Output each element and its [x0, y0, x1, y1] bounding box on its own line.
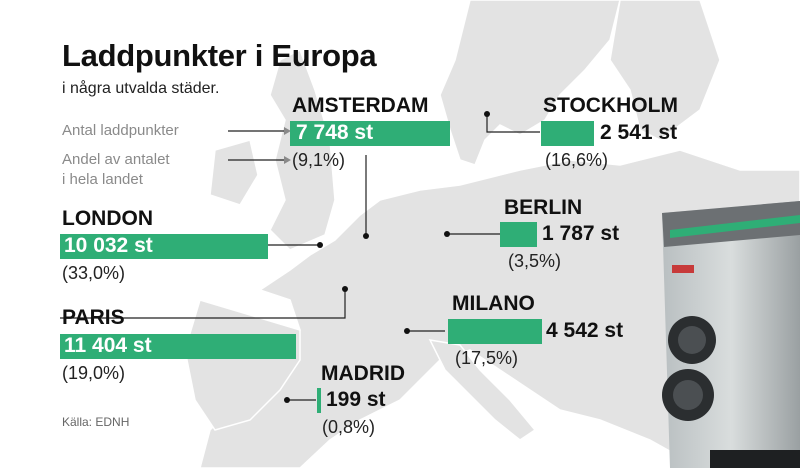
city-name-milano: MILANO	[452, 292, 535, 315]
dot-stockholm	[484, 111, 490, 117]
share-milano: (17,5%)	[455, 348, 519, 368]
value-berlin: 1 787 st	[542, 222, 620, 245]
leader-lines	[60, 114, 540, 401]
city-name-madrid: MADRID	[321, 362, 405, 385]
bar-paris	[60, 334, 296, 359]
leader-arrows	[284, 127, 291, 164]
legend-share-label-line2: i hela landet	[62, 171, 143, 188]
bar-london	[60, 234, 268, 259]
bar-milano	[448, 319, 542, 344]
legend-count-label: Antal laddpunkter	[62, 122, 179, 139]
city-name-amsterdam: AMSTERDAM	[292, 94, 429, 117]
dot-amsterdam	[363, 233, 369, 239]
bar-stockholm	[541, 121, 594, 146]
legend-share-label-line1: Andel av antalet	[62, 151, 170, 168]
dot-paris	[342, 286, 348, 292]
leader-paris	[60, 289, 346, 319]
leader-stockholm	[486, 114, 540, 133]
share-paris: (19,0%)	[62, 363, 126, 383]
chart-subtitle: i några utvalda städer.	[62, 80, 220, 97]
dot-madrid	[284, 397, 290, 403]
legend-arrow-share	[284, 156, 291, 164]
share-madrid: (0,8%)	[322, 417, 376, 437]
dot-london	[317, 242, 323, 248]
share-london: (33,0%)	[62, 263, 126, 283]
value-stockholm: 2 541 st	[600, 121, 678, 144]
city-name-berlin: BERLIN	[504, 196, 583, 219]
share-amsterdam: (9,1%)	[292, 150, 346, 170]
bar-berlin	[500, 222, 537, 247]
dot-berlin	[444, 231, 450, 237]
value-madrid: 199 st	[326, 388, 386, 411]
bar-amsterdam	[290, 121, 451, 146]
legend-arrow-count	[284, 127, 291, 135]
city-name-paris: PARIS	[62, 306, 125, 329]
city-dots	[284, 111, 490, 403]
value-paris: 11 404 st	[64, 334, 152, 357]
value-london: 10 032 st	[64, 234, 153, 257]
charger-photo	[662, 201, 800, 468]
dot-milano	[404, 328, 410, 334]
chart-title: Laddpunkter i Europa	[62, 38, 377, 73]
source-note: Källa: EDNH	[62, 415, 130, 429]
city-name-stockholm: STOCKHOLM	[543, 94, 678, 117]
share-stockholm: (16,6%)	[545, 150, 609, 170]
bar-madrid	[317, 388, 322, 413]
value-amsterdam: 7 748 st	[296, 121, 374, 144]
share-berlin: (3,5%)	[508, 251, 562, 271]
value-milano: 4 542 st	[546, 319, 624, 342]
city-name-london: LONDON	[62, 207, 153, 230]
